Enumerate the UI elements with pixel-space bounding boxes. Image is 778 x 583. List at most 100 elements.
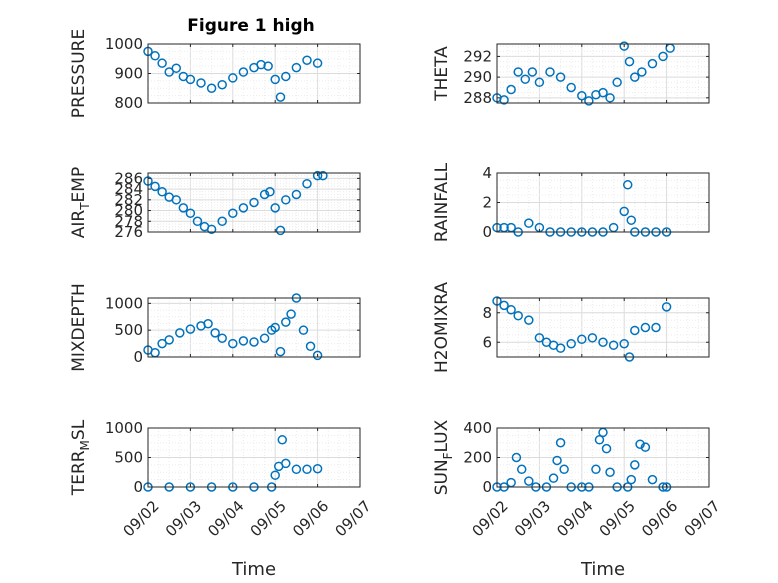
- subplot-mixdepth: 0 500 1000 MIXDEPTH: [69, 283, 361, 372]
- data-point: [577, 91, 587, 101]
- data-point: [238, 203, 249, 213]
- subplot-terr-msl: 0 500 1000 09/02 09/03 09/04 09/05 09/06 09/07 Ti…: [69, 419, 375, 580]
- plot-area: [148, 298, 360, 357]
- data-point: [192, 216, 203, 227]
- data-point: [545, 67, 555, 77]
- data-point: [499, 95, 509, 105]
- data-series: [143, 46, 323, 102]
- data-point: [559, 464, 569, 475]
- data-point: [275, 225, 286, 236]
- data-point: [259, 189, 270, 200]
- subplot-h2omixra: 6 8 H2OMIXRA: [432, 282, 710, 373]
- subplot-theta: 288 290 292 THETA: [432, 41, 710, 107]
- data-point: [516, 464, 527, 475]
- x-tick-label: 09/04: [204, 497, 247, 540]
- data-point: [626, 474, 637, 485]
- data-point: [577, 334, 587, 345]
- data-point: [658, 51, 668, 62]
- data-point: [630, 325, 640, 336]
- y-tick-label: 6: [482, 333, 492, 351]
- data-point: [640, 442, 651, 452]
- y-tick-label: 800: [114, 94, 143, 112]
- data-point: [164, 67, 174, 77]
- data-point: [305, 341, 316, 352]
- data-point: [598, 87, 608, 98]
- data-point: [619, 41, 629, 51]
- data-point: [281, 195, 291, 205]
- y-tick-label: 292: [463, 47, 492, 65]
- data-point: [312, 463, 323, 474]
- data-point: [591, 464, 601, 475]
- data-point: [513, 67, 523, 77]
- data-point: [598, 337, 608, 347]
- y-axis-label: PRESSURE: [69, 29, 89, 118]
- data-series: [143, 293, 323, 361]
- data-point: [566, 338, 576, 349]
- data-point: [203, 318, 213, 329]
- data-point: [238, 67, 249, 77]
- y-tick-label: 276: [114, 223, 143, 241]
- data-point: [312, 170, 323, 181]
- y-tick-label: 0: [133, 348, 143, 366]
- data-point: [157, 58, 167, 68]
- data-point: [647, 474, 658, 485]
- subplot-pressure: 800 900 1000 PRESSURE: [69, 29, 361, 118]
- data-point: [619, 206, 629, 217]
- data-point: [217, 216, 227, 227]
- data-point: [661, 302, 672, 312]
- data-point: [270, 470, 280, 480]
- data-point: [249, 337, 259, 347]
- data-series: [143, 170, 328, 236]
- data-point: [637, 67, 647, 77]
- y-tick-label: 0: [482, 223, 492, 241]
- subplot-rainfall: 0 2 4 RAINFALL: [432, 162, 710, 242]
- x-tick-label: 09/03: [511, 497, 554, 540]
- data-point: [259, 333, 270, 343]
- data-point: [298, 325, 309, 335]
- data-point: [281, 317, 291, 327]
- data-point: [524, 315, 534, 325]
- data-point: [624, 56, 635, 67]
- data-point: [238, 336, 249, 346]
- y-tick-label: 2: [482, 194, 492, 212]
- data-point: [228, 73, 238, 83]
- data-point: [612, 77, 622, 88]
- data-point: [594, 435, 605, 445]
- y-tick-label: 0: [133, 478, 143, 496]
- y-tick-label: 1000: [105, 294, 143, 312]
- data-point: [206, 224, 217, 235]
- data-point: [312, 58, 323, 68]
- subplot-sun-flux: 0 200 400 09/02 09/03 09/04 09/05 09/06 09/07 Tim…: [432, 419, 724, 580]
- data-point: [281, 458, 291, 469]
- data-point: [506, 305, 516, 315]
- data-point: [265, 187, 275, 197]
- data-point: [157, 338, 167, 349]
- y-tick-label: 400: [463, 419, 492, 437]
- y-axis-label: TERRMSL: [69, 419, 92, 496]
- data-point: [524, 218, 534, 228]
- x-axis-label: Time: [231, 559, 276, 580]
- data-point: [157, 187, 167, 197]
- data-point: [635, 439, 645, 449]
- data-point: [587, 333, 598, 343]
- data-point: [584, 96, 594, 106]
- x-tick-label: 09/07: [680, 497, 723, 540]
- data-point: [164, 335, 174, 345]
- data-point: [511, 452, 522, 463]
- data-point: [270, 74, 280, 85]
- data-point: [228, 208, 238, 218]
- y-tick-label: 500: [114, 321, 143, 339]
- x-tick-label: 09/02: [119, 497, 162, 540]
- data-point: [286, 309, 296, 319]
- data-point: [520, 74, 531, 84]
- y-tick-label: 290: [463, 68, 492, 86]
- y-axis-label: SUNFLUX: [432, 419, 455, 495]
- data-point: [524, 476, 534, 486]
- data-point: [150, 51, 160, 61]
- x-tick-label: 09/04: [553, 497, 596, 540]
- data-point: [318, 170, 328, 181]
- data-point: [312, 350, 323, 361]
- data-point: [651, 322, 661, 333]
- y-tick-label: 8: [482, 304, 492, 322]
- data-point: [275, 92, 286, 102]
